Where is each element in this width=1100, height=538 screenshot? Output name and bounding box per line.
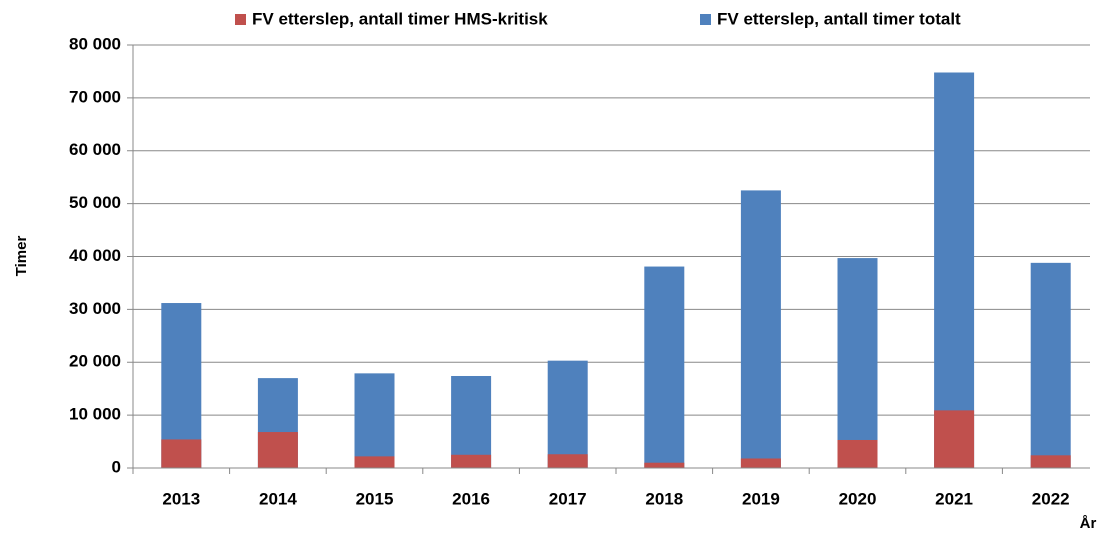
bar bbox=[547, 454, 588, 468]
bar bbox=[354, 456, 395, 468]
x-tick-label: 2017 bbox=[549, 489, 587, 508]
bar bbox=[547, 360, 588, 468]
x-tick-label: 2020 bbox=[839, 489, 877, 508]
x-tick-label: 2014 bbox=[259, 489, 297, 508]
x-tick-label: 2018 bbox=[645, 489, 683, 508]
y-tick-label: 30 000 bbox=[69, 299, 121, 318]
legend-label: FV etterslep, antall timer totalt bbox=[717, 9, 961, 28]
y-tick-label: 10 000 bbox=[69, 405, 121, 424]
y-tick-label: 80 000 bbox=[69, 34, 121, 53]
bar bbox=[644, 266, 685, 468]
y-tick-label: 40 000 bbox=[69, 246, 121, 265]
y-tick-label: 70 000 bbox=[69, 87, 121, 106]
legend-label: FV etterslep, antall timer HMS-kritisk bbox=[252, 9, 548, 28]
x-tick-label: 2015 bbox=[356, 489, 394, 508]
bar bbox=[354, 373, 395, 468]
y-tick-label: 50 000 bbox=[69, 193, 121, 212]
x-tick-label: 2022 bbox=[1032, 489, 1070, 508]
x-axis-label: År bbox=[1080, 515, 1097, 532]
bar bbox=[934, 410, 975, 468]
bar bbox=[451, 454, 492, 468]
bar bbox=[740, 190, 781, 468]
legend-swatch bbox=[235, 14, 246, 25]
bar bbox=[1030, 262, 1071, 468]
legend-swatch bbox=[700, 14, 711, 25]
bar bbox=[451, 375, 492, 468]
x-tick-label: 2019 bbox=[742, 489, 780, 508]
bar bbox=[740, 458, 781, 468]
bar bbox=[837, 258, 878, 468]
y-tick-label: 20 000 bbox=[69, 352, 121, 371]
x-tick-label: 2013 bbox=[162, 489, 200, 508]
x-tick-label: 2021 bbox=[935, 489, 973, 508]
bar bbox=[644, 462, 685, 468]
y-tick-label: 60 000 bbox=[69, 140, 121, 159]
y-tick-label: 0 bbox=[112, 457, 121, 476]
y-axis-label: Timer bbox=[13, 236, 30, 277]
bar bbox=[257, 432, 298, 468]
bar bbox=[837, 439, 878, 468]
bar bbox=[934, 72, 975, 469]
bar bbox=[161, 439, 202, 468]
bar bbox=[1030, 455, 1071, 468]
x-tick-label: 2016 bbox=[452, 489, 490, 508]
